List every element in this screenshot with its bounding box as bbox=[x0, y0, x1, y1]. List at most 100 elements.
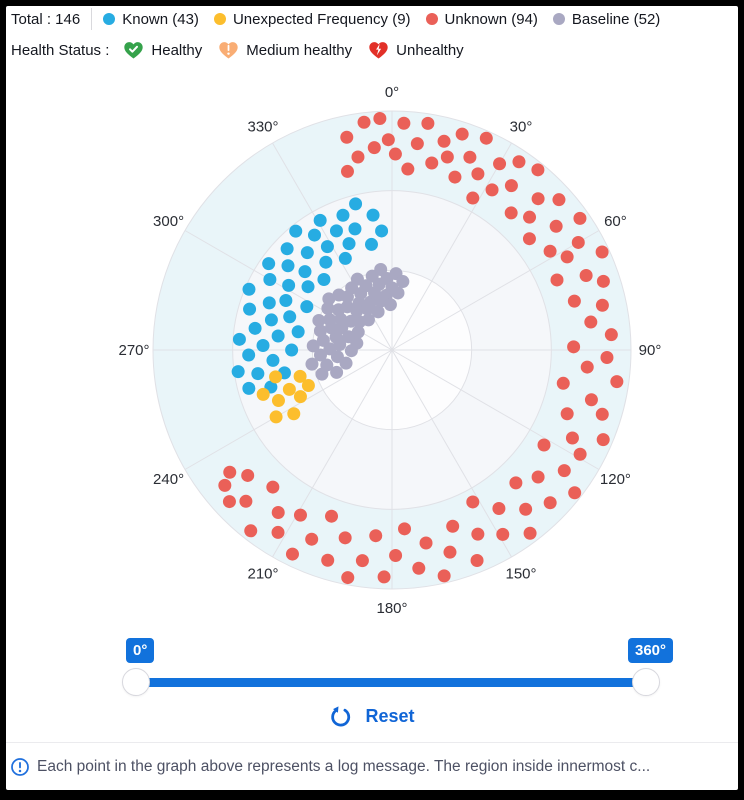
data-point-unknown[interactable] bbox=[550, 273, 564, 287]
data-point-unknown[interactable] bbox=[560, 250, 574, 264]
data-point-unknown[interactable] bbox=[504, 206, 518, 220]
data-point-unknown[interactable] bbox=[244, 524, 258, 538]
data-point-unknown[interactable] bbox=[239, 494, 253, 508]
data-point-unknown[interactable] bbox=[421, 116, 435, 130]
data-point-unknown[interactable] bbox=[485, 183, 499, 197]
data-point-unknown[interactable] bbox=[463, 150, 477, 164]
data-point-unknown[interactable] bbox=[410, 137, 424, 151]
data-point-unknown[interactable] bbox=[367, 141, 381, 155]
data-point-unknown[interactable] bbox=[531, 470, 545, 484]
legend-item-baseline[interactable]: Baseline (52) bbox=[552, 11, 660, 28]
data-point-unknown[interactable] bbox=[504, 179, 518, 193]
data-point-unknown[interactable] bbox=[425, 156, 439, 170]
data-point-unknown[interactable] bbox=[523, 526, 537, 540]
data-point-unknown[interactable] bbox=[373, 111, 387, 125]
data-point-unknown[interactable] bbox=[584, 315, 598, 329]
data-point-unknown[interactable] bbox=[388, 147, 402, 161]
data-point-known[interactable] bbox=[271, 329, 285, 343]
data-point-unknown[interactable] bbox=[321, 553, 335, 567]
data-point-known[interactable] bbox=[281, 259, 295, 273]
data-point-unknown[interactable] bbox=[595, 298, 609, 312]
data-point-unknown[interactable] bbox=[223, 465, 237, 479]
data-point-baseline[interactable] bbox=[320, 358, 334, 372]
data-point-unknown[interactable] bbox=[369, 529, 383, 543]
data-point-baseline[interactable] bbox=[371, 305, 385, 319]
data-point-known[interactable] bbox=[262, 257, 276, 271]
data-point-unknown[interactable] bbox=[340, 164, 354, 178]
data-point-known[interactable] bbox=[264, 313, 278, 327]
data-point-unknown[interactable] bbox=[610, 375, 624, 389]
data-point-unexpected-frequency[interactable] bbox=[256, 387, 270, 401]
data-point-known[interactable] bbox=[364, 237, 378, 251]
data-point-unknown[interactable] bbox=[222, 495, 236, 509]
data-point-known[interactable] bbox=[329, 224, 343, 238]
data-point-known[interactable] bbox=[298, 265, 312, 279]
data-point-known[interactable] bbox=[266, 353, 280, 367]
data-point-unknown[interactable] bbox=[471, 167, 485, 181]
data-point-unknown[interactable] bbox=[412, 561, 426, 575]
data-point-unknown[interactable] bbox=[523, 210, 537, 224]
data-point-baseline[interactable] bbox=[306, 339, 320, 353]
data-point-unknown[interactable] bbox=[398, 522, 412, 536]
data-point-unknown[interactable] bbox=[218, 478, 232, 492]
data-point-known[interactable] bbox=[262, 296, 276, 310]
data-point-unknown[interactable] bbox=[440, 150, 454, 164]
data-point-known[interactable] bbox=[289, 224, 303, 238]
data-point-baseline[interactable] bbox=[313, 348, 327, 362]
data-point-known[interactable] bbox=[300, 246, 314, 260]
data-point-unknown[interactable] bbox=[338, 531, 352, 545]
data-point-unknown[interactable] bbox=[580, 360, 594, 374]
data-point-unknown[interactable] bbox=[568, 486, 582, 500]
data-point-known[interactable] bbox=[256, 338, 270, 352]
data-point-unknown[interactable] bbox=[401, 162, 415, 176]
data-point-unknown[interactable] bbox=[266, 480, 280, 494]
data-point-known[interactable] bbox=[285, 343, 299, 357]
data-point-unknown[interactable] bbox=[357, 115, 371, 129]
data-point-known[interactable] bbox=[366, 208, 380, 222]
data-point-unexpected-frequency[interactable] bbox=[301, 378, 315, 392]
data-point-baseline[interactable] bbox=[396, 275, 410, 289]
data-point-unknown[interactable] bbox=[531, 163, 545, 177]
data-point-known[interactable] bbox=[348, 222, 362, 236]
data-point-unknown[interactable] bbox=[549, 219, 563, 233]
data-point-unexpected-frequency[interactable] bbox=[271, 394, 285, 408]
data-point-unknown[interactable] bbox=[470, 554, 484, 568]
data-point-known[interactable] bbox=[317, 273, 331, 287]
slider-handle-min[interactable] bbox=[122, 668, 150, 696]
data-point-known[interactable] bbox=[283, 310, 297, 324]
data-point-baseline[interactable] bbox=[359, 279, 373, 293]
data-point-unknown[interactable] bbox=[305, 532, 319, 546]
data-point-unexpected-frequency[interactable] bbox=[293, 369, 307, 383]
data-point-unknown[interactable] bbox=[531, 192, 545, 206]
data-point-unknown[interactable] bbox=[573, 211, 587, 225]
data-point-unknown[interactable] bbox=[377, 570, 391, 584]
data-point-baseline[interactable] bbox=[351, 325, 365, 339]
data-point-unknown[interactable] bbox=[567, 294, 581, 308]
data-point-known[interactable] bbox=[291, 325, 305, 339]
data-point-unknown[interactable] bbox=[595, 245, 609, 259]
data-point-known[interactable] bbox=[342, 237, 356, 251]
data-point-known[interactable] bbox=[336, 208, 350, 222]
data-point-known[interactable] bbox=[242, 282, 256, 296]
data-point-unknown[interactable] bbox=[567, 340, 581, 354]
data-point-unknown[interactable] bbox=[565, 431, 579, 445]
data-point-unknown[interactable] bbox=[596, 274, 610, 288]
data-point-known[interactable] bbox=[319, 255, 333, 269]
data-point-known[interactable] bbox=[375, 224, 389, 238]
data-point-unknown[interactable] bbox=[471, 527, 485, 541]
data-point-baseline[interactable] bbox=[312, 313, 326, 327]
legend-item-known[interactable]: Known (43) bbox=[103, 11, 199, 28]
data-point-unknown[interactable] bbox=[341, 571, 355, 585]
data-point-baseline[interactable] bbox=[313, 324, 327, 338]
data-point-baseline[interactable] bbox=[305, 357, 319, 371]
data-point-unknown[interactable] bbox=[340, 130, 354, 144]
data-point-unknown[interactable] bbox=[519, 502, 533, 516]
angle-range-slider-track[interactable] bbox=[136, 678, 646, 687]
data-point-unexpected-frequency[interactable] bbox=[269, 370, 283, 384]
data-point-unknown[interactable] bbox=[509, 476, 523, 490]
data-point-unknown[interactable] bbox=[241, 468, 255, 482]
data-point-unknown[interactable] bbox=[466, 495, 480, 509]
data-point-known[interactable] bbox=[320, 240, 334, 254]
data-point-known[interactable] bbox=[242, 348, 256, 362]
slider-handle-max[interactable] bbox=[632, 668, 660, 696]
